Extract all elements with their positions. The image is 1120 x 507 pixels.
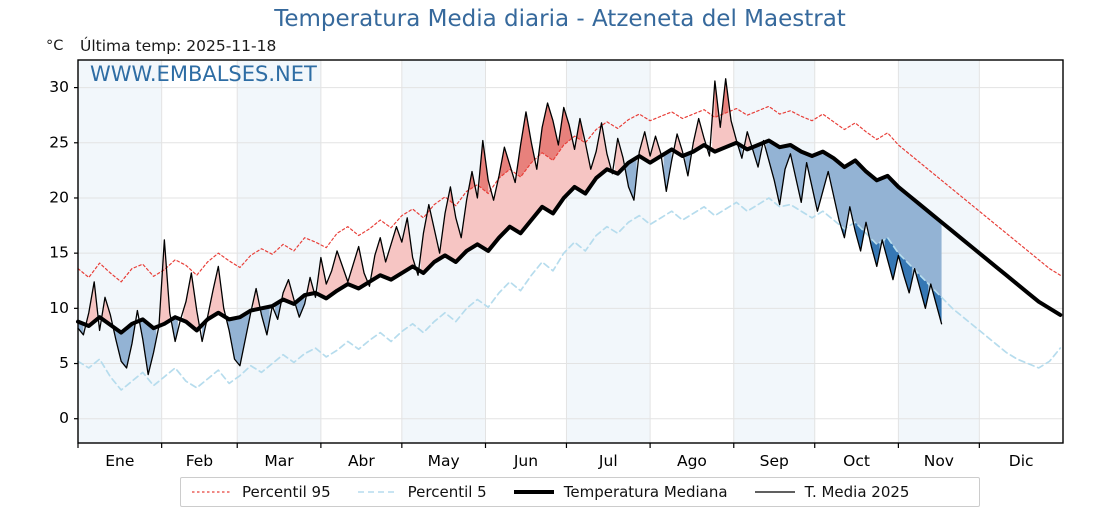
- legend-swatch-icon: [513, 490, 554, 494]
- x-tick-label: Feb: [186, 452, 213, 470]
- y-tick-label: 0: [59, 409, 69, 427]
- legend-swatch-icon: [192, 491, 232, 493]
- y-axis-unit-label: °C: [46, 38, 64, 54]
- x-tick-label: Sep: [760, 452, 789, 470]
- page-title: Temperatura Media diaria - Atzeneta del …: [274, 6, 846, 32]
- legend-swatch-icon: [357, 491, 398, 493]
- x-tick-label: Mar: [264, 452, 294, 470]
- series-temperatura-mediana: [76, 138, 1063, 335]
- chart-legend: Percentil 95 Percentil 5 Temperatura Media…: [180, 477, 980, 507]
- legend-item-label: T. Media 2025: [804, 483, 910, 501]
- month-band: [733, 60, 815, 443]
- legend-item[interactable]: Percentil 95: [191, 483, 331, 501]
- legend-item-label: Percentil 5: [407, 483, 487, 501]
- x-tick-label: Nov: [924, 452, 954, 470]
- y-tick-label: 15: [49, 244, 69, 262]
- legend-item[interactable]: Temperatura Mediana: [513, 483, 728, 501]
- x-tick-label: Oct: [843, 452, 870, 470]
- series-percentil-95: [77, 105, 1061, 283]
- x-tick-label: May: [428, 452, 460, 470]
- month-band: [78, 60, 162, 443]
- x-tick-label: Jun: [513, 452, 538, 470]
- y-tick-label: 30: [49, 78, 69, 96]
- x-tick-label: Ene: [105, 452, 134, 470]
- fill-above-p95: [450, 78, 729, 204]
- legend-swatch-icon: [754, 491, 795, 493]
- legend-item[interactable]: T. Media 2025: [754, 483, 910, 501]
- y-tick-label: 25: [49, 133, 69, 151]
- series-t-media-2025: [77, 78, 943, 376]
- last-temp-label: Última temp: 2025-11-18: [80, 37, 277, 55]
- x-tick-label: Abr: [348, 452, 375, 470]
- x-tick-label: Dic: [1009, 452, 1034, 470]
- y-tick-label: 5: [59, 354, 69, 372]
- x-tick-label: Jul: [598, 452, 618, 470]
- legend-item-label: Percentil 95: [242, 483, 331, 501]
- month-band: [566, 60, 651, 443]
- plot-frame: [77, 59, 1064, 444]
- y-tick-label: 20: [49, 188, 69, 206]
- x-tick-label: Ago: [677, 452, 707, 470]
- legend-item-label: Temperatura Mediana: [563, 483, 728, 501]
- legend-item[interactable]: Percentil 5: [357, 483, 487, 501]
- fill-below-median: [78, 140, 942, 375]
- y-tick-label: 10: [49, 299, 69, 317]
- month-band: [237, 60, 321, 443]
- watermark-label: WWW.EMBALSES.NET: [90, 62, 317, 86]
- series-percentil-5: [77, 197, 1062, 391]
